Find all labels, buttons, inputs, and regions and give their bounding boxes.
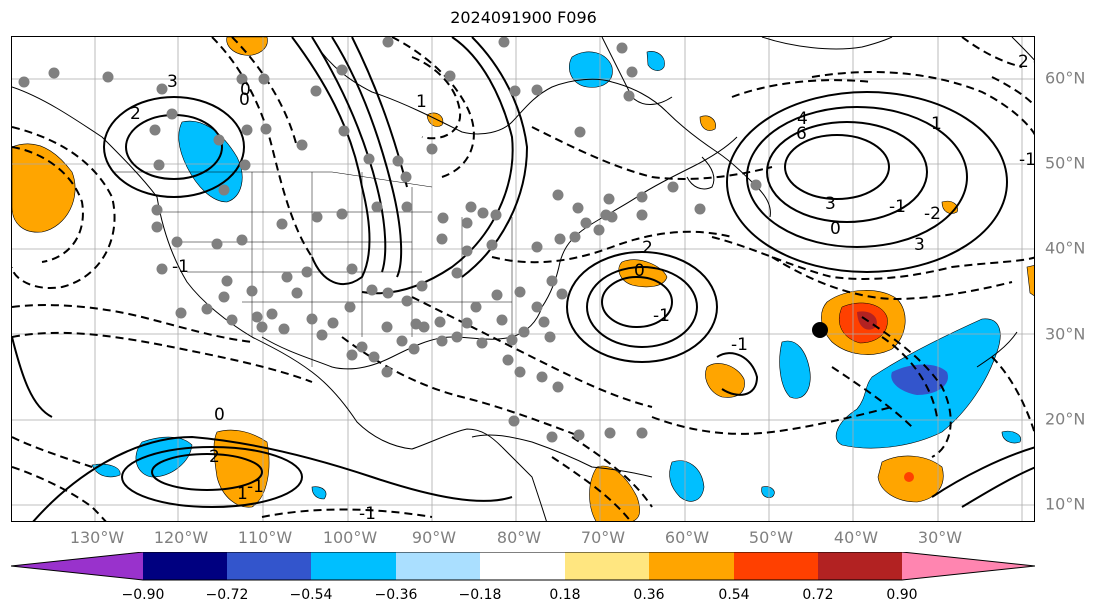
plot-title: 2024091900 F096 [450, 8, 597, 27]
positive-contours [12, 37, 1034, 521]
contour-label: 2 [642, 238, 653, 258]
colorbar-tick-label: −0.18 [458, 587, 502, 603]
contour-label: -1 [653, 306, 670, 326]
latitude-label: 40°N [1045, 238, 1086, 258]
contour-label: 3 [825, 194, 836, 214]
contour-label: -1 [247, 477, 264, 497]
storm-center-marker [812, 322, 828, 338]
colorbar-segment [818, 552, 902, 580]
contour-label: 3 [167, 72, 178, 92]
station-markers [18, 37, 762, 443]
contour-label: 2 [1018, 52, 1029, 72]
contour-label: -1 [731, 335, 748, 355]
colorbar-tick-label: 0.72 [802, 587, 834, 603]
longitude-label: 60°W [664, 528, 710, 547]
contour-label: -1 [359, 504, 376, 522]
contour-label: 3 [914, 235, 925, 255]
contour-label: 0 [634, 261, 645, 281]
colorbar-segment [480, 552, 565, 580]
colorbar-segment [565, 552, 649, 580]
contour-label: 6 [796, 124, 807, 144]
contour-label: -1 [889, 197, 906, 217]
latitude-label: 20°N [1045, 409, 1086, 429]
colorbar-tick-label: −0.72 [205, 587, 249, 603]
colorbar-segment [396, 552, 480, 580]
longitude-label: 80°W [496, 528, 542, 547]
contour-label: 1 [1032, 58, 1035, 78]
colorbar-segment [649, 552, 734, 580]
longitude-label: 120°W [153, 528, 209, 547]
contour-label: 1 [416, 92, 427, 112]
longitude-label: 70°W [580, 528, 626, 547]
colorbar-tick-label: 0.90 [886, 587, 918, 603]
contour-label: 0 [239, 90, 250, 110]
colorbar-segment [734, 552, 818, 580]
negative-contours [12, 37, 1034, 521]
colorbar-outline [11, 552, 1035, 581]
colorbar-tick-label: −0.36 [374, 587, 418, 603]
contour-label: 2 [209, 447, 220, 467]
colorbar [11, 552, 1035, 581]
latitude-label: 30°N [1045, 324, 1086, 344]
colorbar-tick-label: 0.54 [718, 587, 750, 603]
colorbar-tick-label: 0.36 [633, 587, 665, 603]
contour-label: -2 [924, 204, 941, 224]
longitude-label: 30°W [917, 528, 963, 547]
latitude-label: 10°N [1045, 494, 1086, 514]
colorbar-segment [227, 552, 311, 580]
colorbar-segment [143, 552, 227, 580]
contour-label: 2 [130, 104, 141, 124]
contour-label: 4 [797, 109, 808, 129]
longitude-label: 90°W [411, 528, 457, 547]
colorbar-segment [311, 552, 396, 580]
longitude-label: 110°W [237, 528, 293, 547]
latitude-label: 50°N [1045, 153, 1086, 173]
contour-label: 0 [830, 219, 841, 239]
contour-label: -1 [172, 257, 189, 277]
longitude-label: 40°W [833, 528, 879, 547]
contour-label: 0 [240, 80, 251, 100]
longitude-label: 100°W [322, 528, 378, 547]
longitude-label: 130°W [69, 528, 125, 547]
colorbar-tick-label: −0.54 [289, 587, 333, 603]
colorbar-segment [902, 552, 1035, 580]
longitude-label: 50°W [748, 528, 794, 547]
contour-label: 0 [214, 405, 225, 425]
contour-label: 1 [931, 114, 942, 134]
colorbar-segment [11, 552, 143, 580]
colorbar-tick-label: 0.18 [549, 587, 581, 603]
latitude-label: 60°N [1045, 68, 1086, 88]
contour-label: 1 [237, 484, 248, 504]
contour-label: -1 [1019, 150, 1035, 170]
colorbar-tick-label: −0.90 [121, 587, 165, 603]
